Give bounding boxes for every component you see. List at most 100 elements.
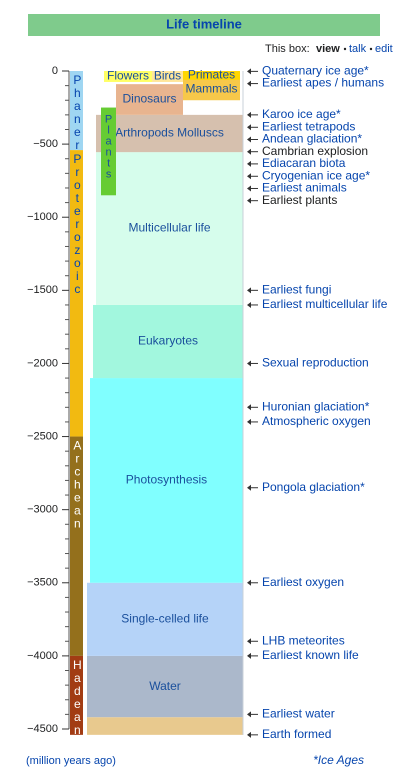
event-label[interactable]: Karoo ice age* bbox=[262, 107, 341, 121]
eon-bar bbox=[70, 150, 83, 437]
region-label: Water bbox=[149, 679, 181, 693]
event-arrow bbox=[247, 68, 258, 75]
event-label[interactable]: Earth formed bbox=[262, 727, 331, 741]
event-arrow bbox=[247, 711, 258, 718]
nav-link[interactable]: view bbox=[316, 43, 340, 55]
event-label[interactable]: Earliest oxygen bbox=[262, 575, 344, 589]
event-arrow bbox=[247, 287, 258, 294]
event-label[interactable]: Earliest known life bbox=[262, 648, 359, 662]
event-arrow bbox=[247, 360, 258, 367]
region bbox=[93, 304, 243, 379]
event-label[interactable]: Earliest fungi bbox=[262, 283, 331, 297]
event-arrow bbox=[247, 404, 258, 411]
region bbox=[87, 717, 243, 735]
region bbox=[96, 152, 243, 305]
arrow-part bbox=[247, 301, 251, 308]
event-arrow bbox=[247, 418, 258, 425]
event-arrow bbox=[247, 111, 258, 118]
y-tick-label: −2500 bbox=[27, 430, 58, 442]
y-tick-label: −2000 bbox=[27, 357, 58, 369]
arrow-part bbox=[247, 148, 251, 155]
separator bbox=[369, 47, 373, 51]
eon-label: Hadean bbox=[70, 658, 84, 736]
region-label: Dinosaurs bbox=[122, 92, 176, 106]
event-label[interactable]: Cryogenian ice age* bbox=[262, 168, 370, 182]
region-label: Eukaryotes bbox=[138, 334, 198, 348]
region-label: Flowers bbox=[107, 69, 149, 83]
event-arrow bbox=[247, 185, 258, 192]
region-label: Single-celled life bbox=[121, 612, 209, 626]
event-label[interactable]: Earliest water bbox=[262, 707, 335, 721]
arrow-part bbox=[247, 579, 251, 586]
region bbox=[101, 107, 116, 196]
event-label: Cambrian explosion bbox=[262, 144, 368, 158]
arrow-part bbox=[247, 711, 251, 718]
event-arrow bbox=[247, 484, 258, 491]
arrow-part bbox=[247, 185, 251, 192]
region bbox=[183, 78, 240, 101]
arrow-part bbox=[247, 160, 251, 167]
event-label[interactable]: Earliest tetrapods bbox=[262, 119, 355, 133]
event-label[interactable]: Earliest apes / humans bbox=[262, 76, 384, 90]
event-arrow bbox=[247, 638, 258, 645]
arrow-part bbox=[247, 197, 251, 204]
arrow-part bbox=[247, 484, 251, 491]
y-tick-label: −4000 bbox=[27, 650, 58, 662]
event-label[interactable]: Atmospheric oxygen bbox=[262, 414, 371, 428]
eon-bar bbox=[70, 655, 83, 735]
nav-label: This box: bbox=[265, 43, 310, 55]
arrow-part bbox=[247, 80, 251, 87]
arrow-part bbox=[247, 404, 251, 411]
event-label[interactable]: Pongola glaciation* bbox=[262, 480, 365, 494]
eon-label: Proterozoic bbox=[70, 152, 84, 295]
event-label[interactable]: Earliest animals bbox=[262, 181, 347, 195]
unit-label: (million years ago) bbox=[26, 755, 116, 767]
nav-link[interactable]: edit bbox=[375, 43, 393, 55]
title-bar bbox=[28, 14, 380, 36]
arrow-part bbox=[247, 638, 251, 645]
y-tick-label: −4500 bbox=[27, 723, 58, 735]
event-label[interactable]: Ediacaran biota bbox=[262, 156, 346, 170]
eon-label: Archean bbox=[70, 439, 84, 530]
region-label: Primates bbox=[188, 68, 235, 82]
region bbox=[90, 378, 243, 583]
event-label[interactable]: Sexual reproduction bbox=[262, 356, 369, 370]
event-arrow bbox=[247, 136, 258, 143]
y-tick-label: −3000 bbox=[27, 504, 58, 516]
event-arrow bbox=[247, 579, 258, 586]
note[interactable]: *Ice Ages bbox=[313, 753, 364, 767]
event-arrow bbox=[247, 160, 258, 167]
arrow-part bbox=[247, 68, 251, 75]
event-arrow bbox=[247, 731, 258, 738]
region-label: Mammals bbox=[185, 81, 237, 95]
y-tick-label: −1500 bbox=[27, 284, 58, 296]
event-label[interactable]: Quaternary ice age* bbox=[262, 64, 369, 78]
event-arrow bbox=[247, 652, 258, 659]
event-label[interactable]: Andean glaciation* bbox=[262, 132, 362, 146]
region-label: Photosynthesis bbox=[126, 473, 207, 487]
y-tick-label: −3500 bbox=[27, 577, 58, 589]
arrow-part bbox=[247, 731, 251, 738]
region bbox=[87, 655, 243, 718]
event-arrow bbox=[247, 124, 258, 131]
event-label[interactable]: Huronian glaciation* bbox=[262, 399, 370, 413]
region-label: Plants bbox=[103, 114, 115, 180]
event-label[interactable]: LHB meteorites bbox=[262, 633, 345, 647]
region-label: Birds bbox=[154, 69, 181, 83]
nav-link[interactable]: talk bbox=[349, 43, 367, 55]
event-arrow bbox=[247, 173, 258, 180]
region bbox=[116, 84, 183, 115]
arrow-part bbox=[247, 652, 251, 659]
region-label: Multicellular life bbox=[128, 221, 210, 235]
event-arrow bbox=[247, 148, 258, 155]
region bbox=[183, 71, 240, 80]
event-arrow bbox=[247, 197, 258, 204]
region bbox=[152, 71, 183, 82]
region-label: Arthropods Molluscs bbox=[115, 126, 224, 140]
eon-bar bbox=[70, 436, 83, 656]
region bbox=[96, 114, 243, 153]
arrow-part bbox=[247, 136, 251, 143]
arrow-part bbox=[247, 360, 251, 367]
event-label[interactable]: Earliest multicellular life bbox=[262, 297, 388, 311]
